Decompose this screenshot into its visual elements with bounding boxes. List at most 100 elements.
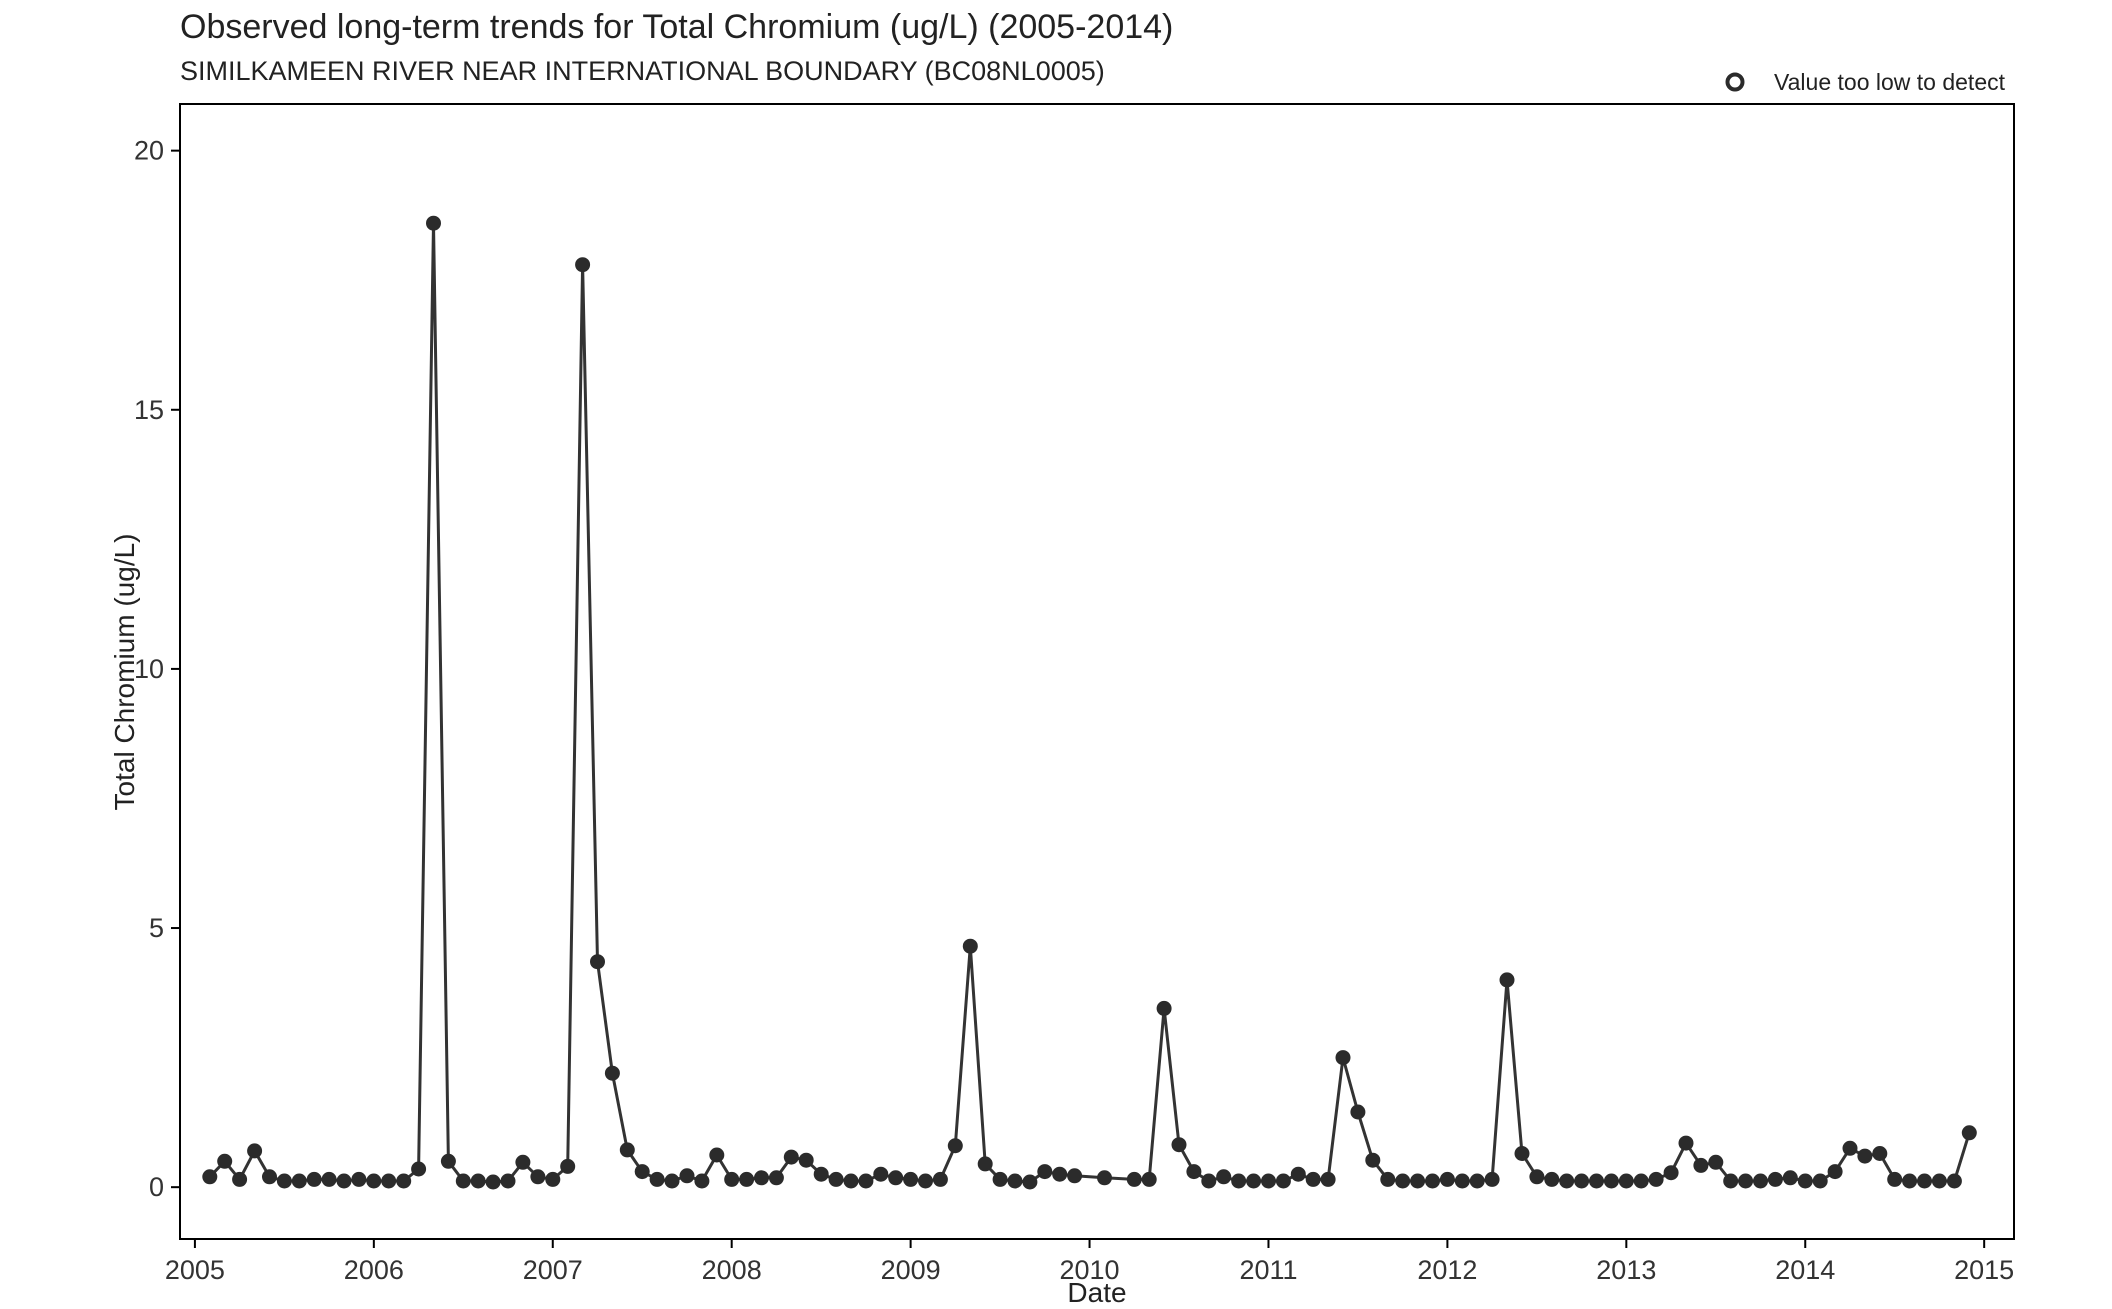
y-tick-label: 0 — [149, 1172, 164, 1202]
x-tick-label: 2012 — [1417, 1255, 1477, 1285]
data-point — [1231, 1173, 1247, 1189]
data-point — [1156, 1000, 1172, 1016]
data-point — [828, 1171, 844, 1187]
data-point — [590, 954, 605, 970]
data-point — [1484, 1171, 1500, 1187]
data-point — [1126, 1171, 1142, 1187]
data-point — [1961, 1125, 1977, 1141]
y-tick-label: 20 — [134, 136, 164, 166]
data-point — [1946, 1173, 1962, 1189]
data-point — [619, 1142, 635, 1158]
data-point — [1365, 1152, 1381, 1168]
data-point — [1738, 1173, 1754, 1189]
data-point — [932, 1171, 948, 1187]
data-point — [1589, 1173, 1604, 1189]
data-point — [873, 1166, 889, 1182]
data-point — [291, 1173, 307, 1189]
data-point — [1708, 1154, 1724, 1170]
data-point — [1902, 1173, 1918, 1189]
data-point — [1410, 1173, 1426, 1189]
data-point — [1544, 1171, 1560, 1187]
legend: Value too low to detect — [1725, 69, 2006, 95]
x-tick-label: 2009 — [881, 1255, 941, 1285]
data-point — [1931, 1173, 1947, 1189]
data-point — [1529, 1169, 1545, 1185]
data-point — [903, 1171, 919, 1187]
data-point — [1454, 1173, 1470, 1189]
data-point — [1201, 1173, 1217, 1189]
data-point — [1216, 1169, 1232, 1185]
data-point — [560, 1158, 576, 1174]
data-point — [1186, 1164, 1202, 1180]
data-point — [1753, 1173, 1768, 1189]
x-tick-label: 2008 — [702, 1255, 762, 1285]
data-point — [1290, 1166, 1306, 1182]
data-point — [575, 257, 591, 273]
data-point — [1395, 1173, 1411, 1189]
data-point — [754, 1170, 769, 1186]
data-point — [321, 1171, 337, 1187]
data-point — [843, 1173, 859, 1189]
data-point — [962, 938, 978, 954]
x-tick-label: 2006 — [344, 1255, 404, 1285]
data-point — [1350, 1104, 1366, 1120]
data-point — [813, 1166, 829, 1182]
data-point — [217, 1153, 233, 1169]
data-point — [679, 1168, 695, 1184]
data-point — [515, 1154, 531, 1170]
data-point — [992, 1171, 1008, 1187]
series-group — [202, 215, 1977, 1190]
data-point — [1663, 1165, 1679, 1181]
data-point — [1797, 1173, 1813, 1189]
data-point — [1037, 1164, 1053, 1180]
data-point — [1261, 1173, 1276, 1189]
data-point — [455, 1173, 471, 1189]
data-point — [977, 1156, 993, 1172]
data-point — [262, 1169, 277, 1185]
data-point — [336, 1173, 352, 1189]
data-point — [1857, 1148, 1873, 1164]
data-point — [1246, 1173, 1262, 1189]
y-tick-label: 15 — [134, 395, 164, 425]
data-point — [1052, 1166, 1068, 1182]
data-point — [1812, 1173, 1828, 1189]
data-point — [1275, 1173, 1291, 1189]
data-point — [1678, 1135, 1694, 1151]
data-point — [664, 1173, 680, 1189]
y-tick-label: 5 — [149, 913, 164, 943]
chart-title: Observed long-term trends for Total Chro… — [180, 8, 1174, 46]
data-point — [1767, 1171, 1783, 1187]
data-point — [381, 1173, 397, 1189]
data-point — [694, 1173, 710, 1189]
data-point — [1842, 1140, 1858, 1156]
data-point — [724, 1171, 740, 1187]
data-point — [1514, 1146, 1530, 1161]
data-point — [1693, 1157, 1709, 1173]
plot-panel — [179, 103, 2015, 1240]
data-point — [1723, 1173, 1739, 1189]
y-axis-title: Total Chromium (ug/L) — [109, 534, 140, 811]
legend-open-circle-icon — [1725, 72, 1745, 92]
data-point — [604, 1065, 620, 1081]
data-point — [1007, 1173, 1023, 1189]
data-point — [1887, 1171, 1903, 1187]
data-point — [798, 1152, 814, 1168]
data-point — [411, 1161, 427, 1177]
data-point — [500, 1173, 516, 1189]
data-point — [351, 1171, 367, 1187]
data-point — [1872, 1146, 1888, 1161]
data-point — [426, 215, 441, 231]
data-point — [1335, 1050, 1351, 1066]
data-point — [783, 1149, 799, 1165]
data-point — [247, 1143, 263, 1159]
x-tick-label: 2007 — [523, 1255, 583, 1285]
x-tick-label: 2010 — [1060, 1255, 1120, 1285]
x-tick-label: 2015 — [1954, 1255, 2014, 1285]
data-point — [1141, 1171, 1157, 1187]
data-point — [1633, 1173, 1649, 1189]
data-point — [739, 1171, 755, 1187]
data-point — [1380, 1171, 1396, 1187]
legend-label: Value too low to detect — [1774, 69, 2006, 95]
x-tick-label: 2014 — [1775, 1255, 1835, 1285]
